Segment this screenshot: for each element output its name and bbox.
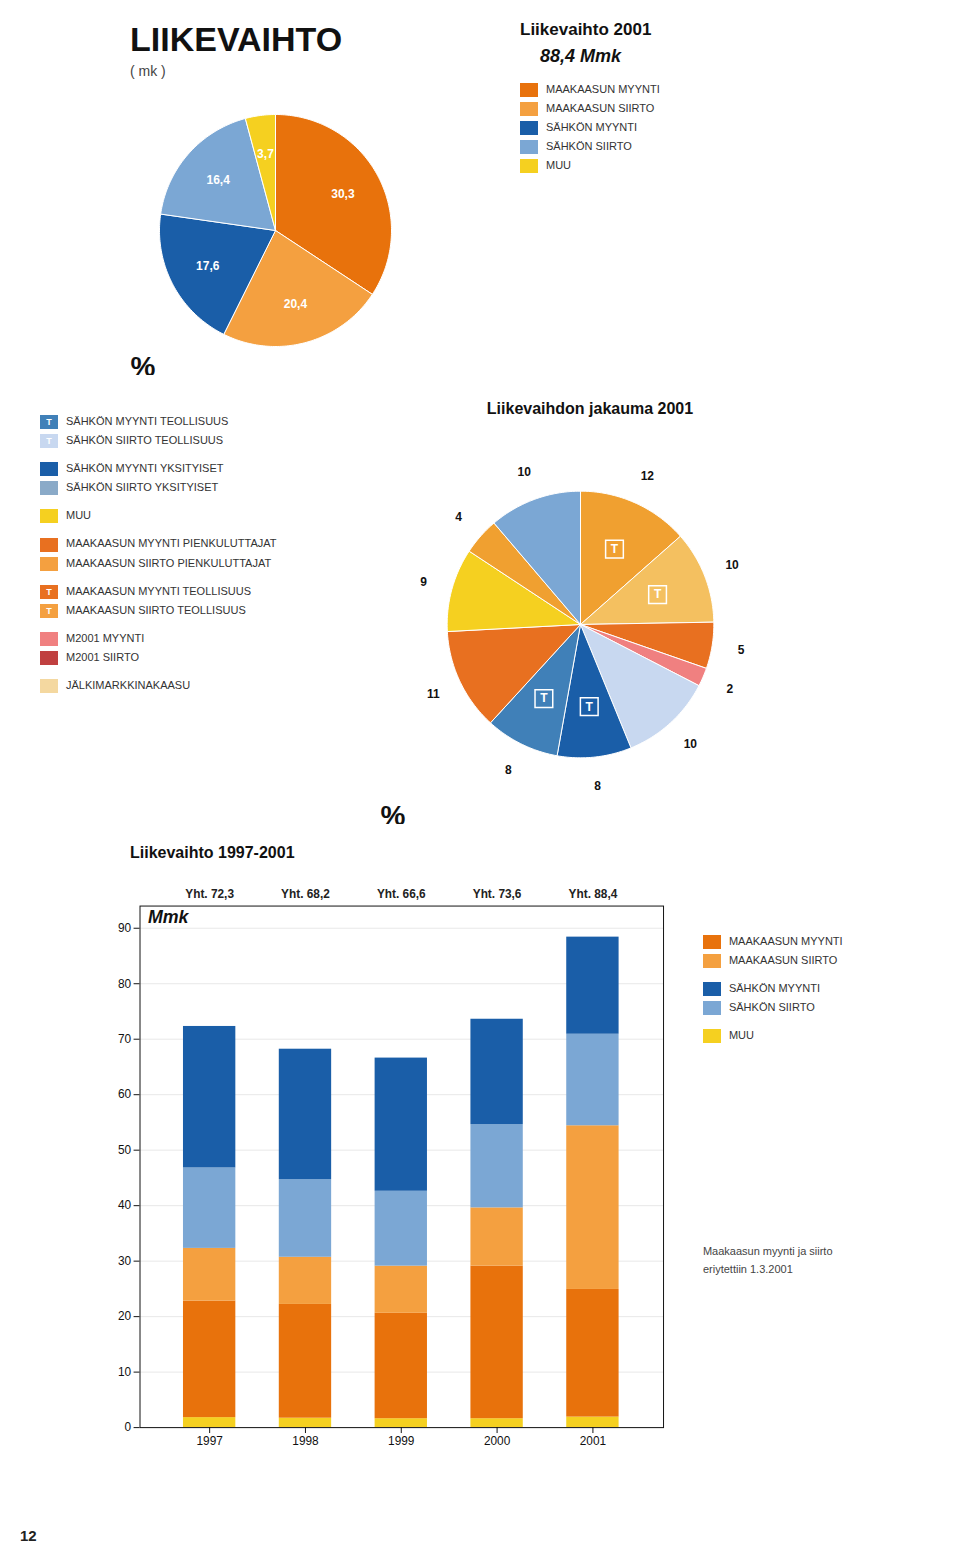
svg-text:Yht. 72,3: Yht. 72,3 <box>185 887 234 901</box>
html-text:MUU: MUU <box>66 509 92 522</box>
html-text:MAAKAASUN MYYNTI: MAAKAASUN MYYNTI <box>728 935 843 947</box>
html-text:SÄHKÖN MYYNTI: SÄHKÖN MYYNTI <box>546 121 638 134</box>
html-text:SÄHKÖN SIIRTO: SÄHKÖN SIIRTO <box>546 140 632 153</box>
html-text:SÄHKÖN SIIRTO: SÄHKÖN SIIRTO <box>728 1001 815 1014</box>
html-text:T: T <box>46 436 52 447</box>
svg-text:2000: 2000 <box>484 1434 511 1448</box>
html-text:MAAKAASUN MYYNTI TEOLLISUUS: MAAKAASUN MYYNTI TEOLLISUUS <box>66 584 251 597</box>
svg-text:50: 50 <box>118 1143 132 1157</box>
html-text:SÄHKÖN MYYNTI YKSITYISET: SÄHKÖN MYYNTI YKSITYISET <box>66 462 224 475</box>
html-text:MUU: MUU <box>728 1029 754 1042</box>
svg-text:2: 2 <box>727 682 734 696</box>
svg-text:Mmk: Mmk <box>148 907 190 927</box>
svg-text:T: T <box>540 691 548 705</box>
html-text:LIIKEVAIHTO: LIIKEVAIHTO <box>130 20 343 58</box>
svg-text:10: 10 <box>518 465 532 479</box>
svg-text:%: % <box>381 800 406 825</box>
svg-text:70: 70 <box>118 1032 132 1046</box>
svg-text:10: 10 <box>118 1365 132 1379</box>
html-text:T: T <box>46 417 52 428</box>
html-text:SÄHKÖN SIIRTO TEOLLISUUS: SÄHKÖN SIIRTO TEOLLISUUS <box>66 434 224 447</box>
svg-text:4: 4 <box>455 510 462 524</box>
svg-text:Yht. 68,2: Yht. 68,2 <box>281 887 330 901</box>
svg-text:10: 10 <box>725 558 739 572</box>
svg-text:8: 8 <box>594 779 601 793</box>
svg-text:30: 30 <box>118 1254 132 1268</box>
html-text:SÄHKÖN MYYNTI: SÄHKÖN MYYNTI <box>728 982 820 995</box>
svg-text:Yht. 66,6: Yht. 66,6 <box>377 887 426 901</box>
html-text:MAAKAASUN SIIRTO TEOLLISUUS: MAAKAASUN SIIRTO TEOLLISUUS <box>66 603 246 616</box>
svg-text:20,4: 20,4 <box>284 297 308 311</box>
svg-text:60: 60 <box>118 1087 132 1101</box>
svg-text:10: 10 <box>684 737 698 751</box>
svg-text:3,7: 3,7 <box>257 147 274 161</box>
html-text:MUU: MUU <box>546 159 572 172</box>
svg-text:Yht. 73,6: Yht. 73,6 <box>473 887 522 901</box>
svg-text:%: % <box>131 351 156 376</box>
html-text:SÄHKÖN SIIRTO YKSITYISET: SÄHKÖN SIIRTO YKSITYISET <box>66 481 219 494</box>
html-text:Liikevaihto 2001: Liikevaihto 2001 <box>520 20 652 39</box>
svg-text:20: 20 <box>118 1309 132 1323</box>
svg-text:40: 40 <box>118 1198 132 1212</box>
svg-text:5: 5 <box>738 643 745 657</box>
html-text:MAAKAASUN MYYNTI PIENKULUTTAJA: MAAKAASUN MYYNTI PIENKULUTTAJAT <box>66 537 277 550</box>
html-text:MAAKAASUN MYYNTI: MAAKAASUN MYYNTI <box>546 83 660 95</box>
html-text:MAAKAASUN SIIRTO: MAAKAASUN SIIRTO <box>728 954 838 967</box>
svg-text:Yht. 88,4: Yht. 88,4 <box>569 887 618 901</box>
svg-text:9: 9 <box>420 575 427 589</box>
html-text:M2001 SIIRTO: M2001 SIIRTO <box>66 650 139 663</box>
svg-text:16,4: 16,4 <box>207 173 231 187</box>
html-text:( mk ): ( mk ) <box>130 63 166 79</box>
html-text:T: T <box>46 586 52 597</box>
html-text:12: 12 <box>20 1527 37 1544</box>
svg-text:80: 80 <box>118 977 132 991</box>
html-text:Liikevaihdon jakauma 2001: Liikevaihdon jakauma 2001 <box>486 400 694 417</box>
svg-text:17,6: 17,6 <box>196 259 220 273</box>
html-text:Maakaasun myynti ja siirto eri: Maakaasun myynti ja siirto eriytettiin 1… <box>702 1245 833 1276</box>
svg-text:11: 11 <box>427 687 440 701</box>
html-text:MAAKAASUN SIIRTO PIENKULUTTAJA: MAAKAASUN SIIRTO PIENKULUTTAJAT <box>66 556 272 569</box>
html-text:88,4 Mmk: 88,4 Mmk <box>540 46 621 66</box>
svg-text:0: 0 <box>125 1420 132 1434</box>
html-text:MAAKAASUN SIIRTO: MAAKAASUN SIIRTO <box>546 102 655 115</box>
html-text:Liikevaihto 1997-2001: Liikevaihto 1997-2001 <box>130 844 295 861</box>
svg-text:1999: 1999 <box>388 1434 415 1448</box>
svg-text:30,3: 30,3 <box>331 187 355 201</box>
html-text:M2001 MYYNTI: M2001 MYYNTI <box>66 631 145 644</box>
svg-text:2001: 2001 <box>580 1434 607 1448</box>
svg-text:90: 90 <box>118 921 132 935</box>
svg-text:1997: 1997 <box>196 1434 222 1448</box>
html-text:SÄHKÖN MYYNTI TEOLLISUUS: SÄHKÖN MYYNTI TEOLLISUUS <box>66 415 229 427</box>
html-text:T: T <box>46 605 52 616</box>
svg-text:12: 12 <box>641 469 655 483</box>
svg-text:T: T <box>654 587 662 601</box>
svg-text:T: T <box>586 700 594 714</box>
svg-text:T: T <box>611 542 619 556</box>
html-text:JÄLKIMARKKINAKAASU: JÄLKIMARKKINAKAASU <box>66 679 191 691</box>
svg-text:1998: 1998 <box>292 1434 319 1448</box>
svg-text:8: 8 <box>505 763 512 777</box>
